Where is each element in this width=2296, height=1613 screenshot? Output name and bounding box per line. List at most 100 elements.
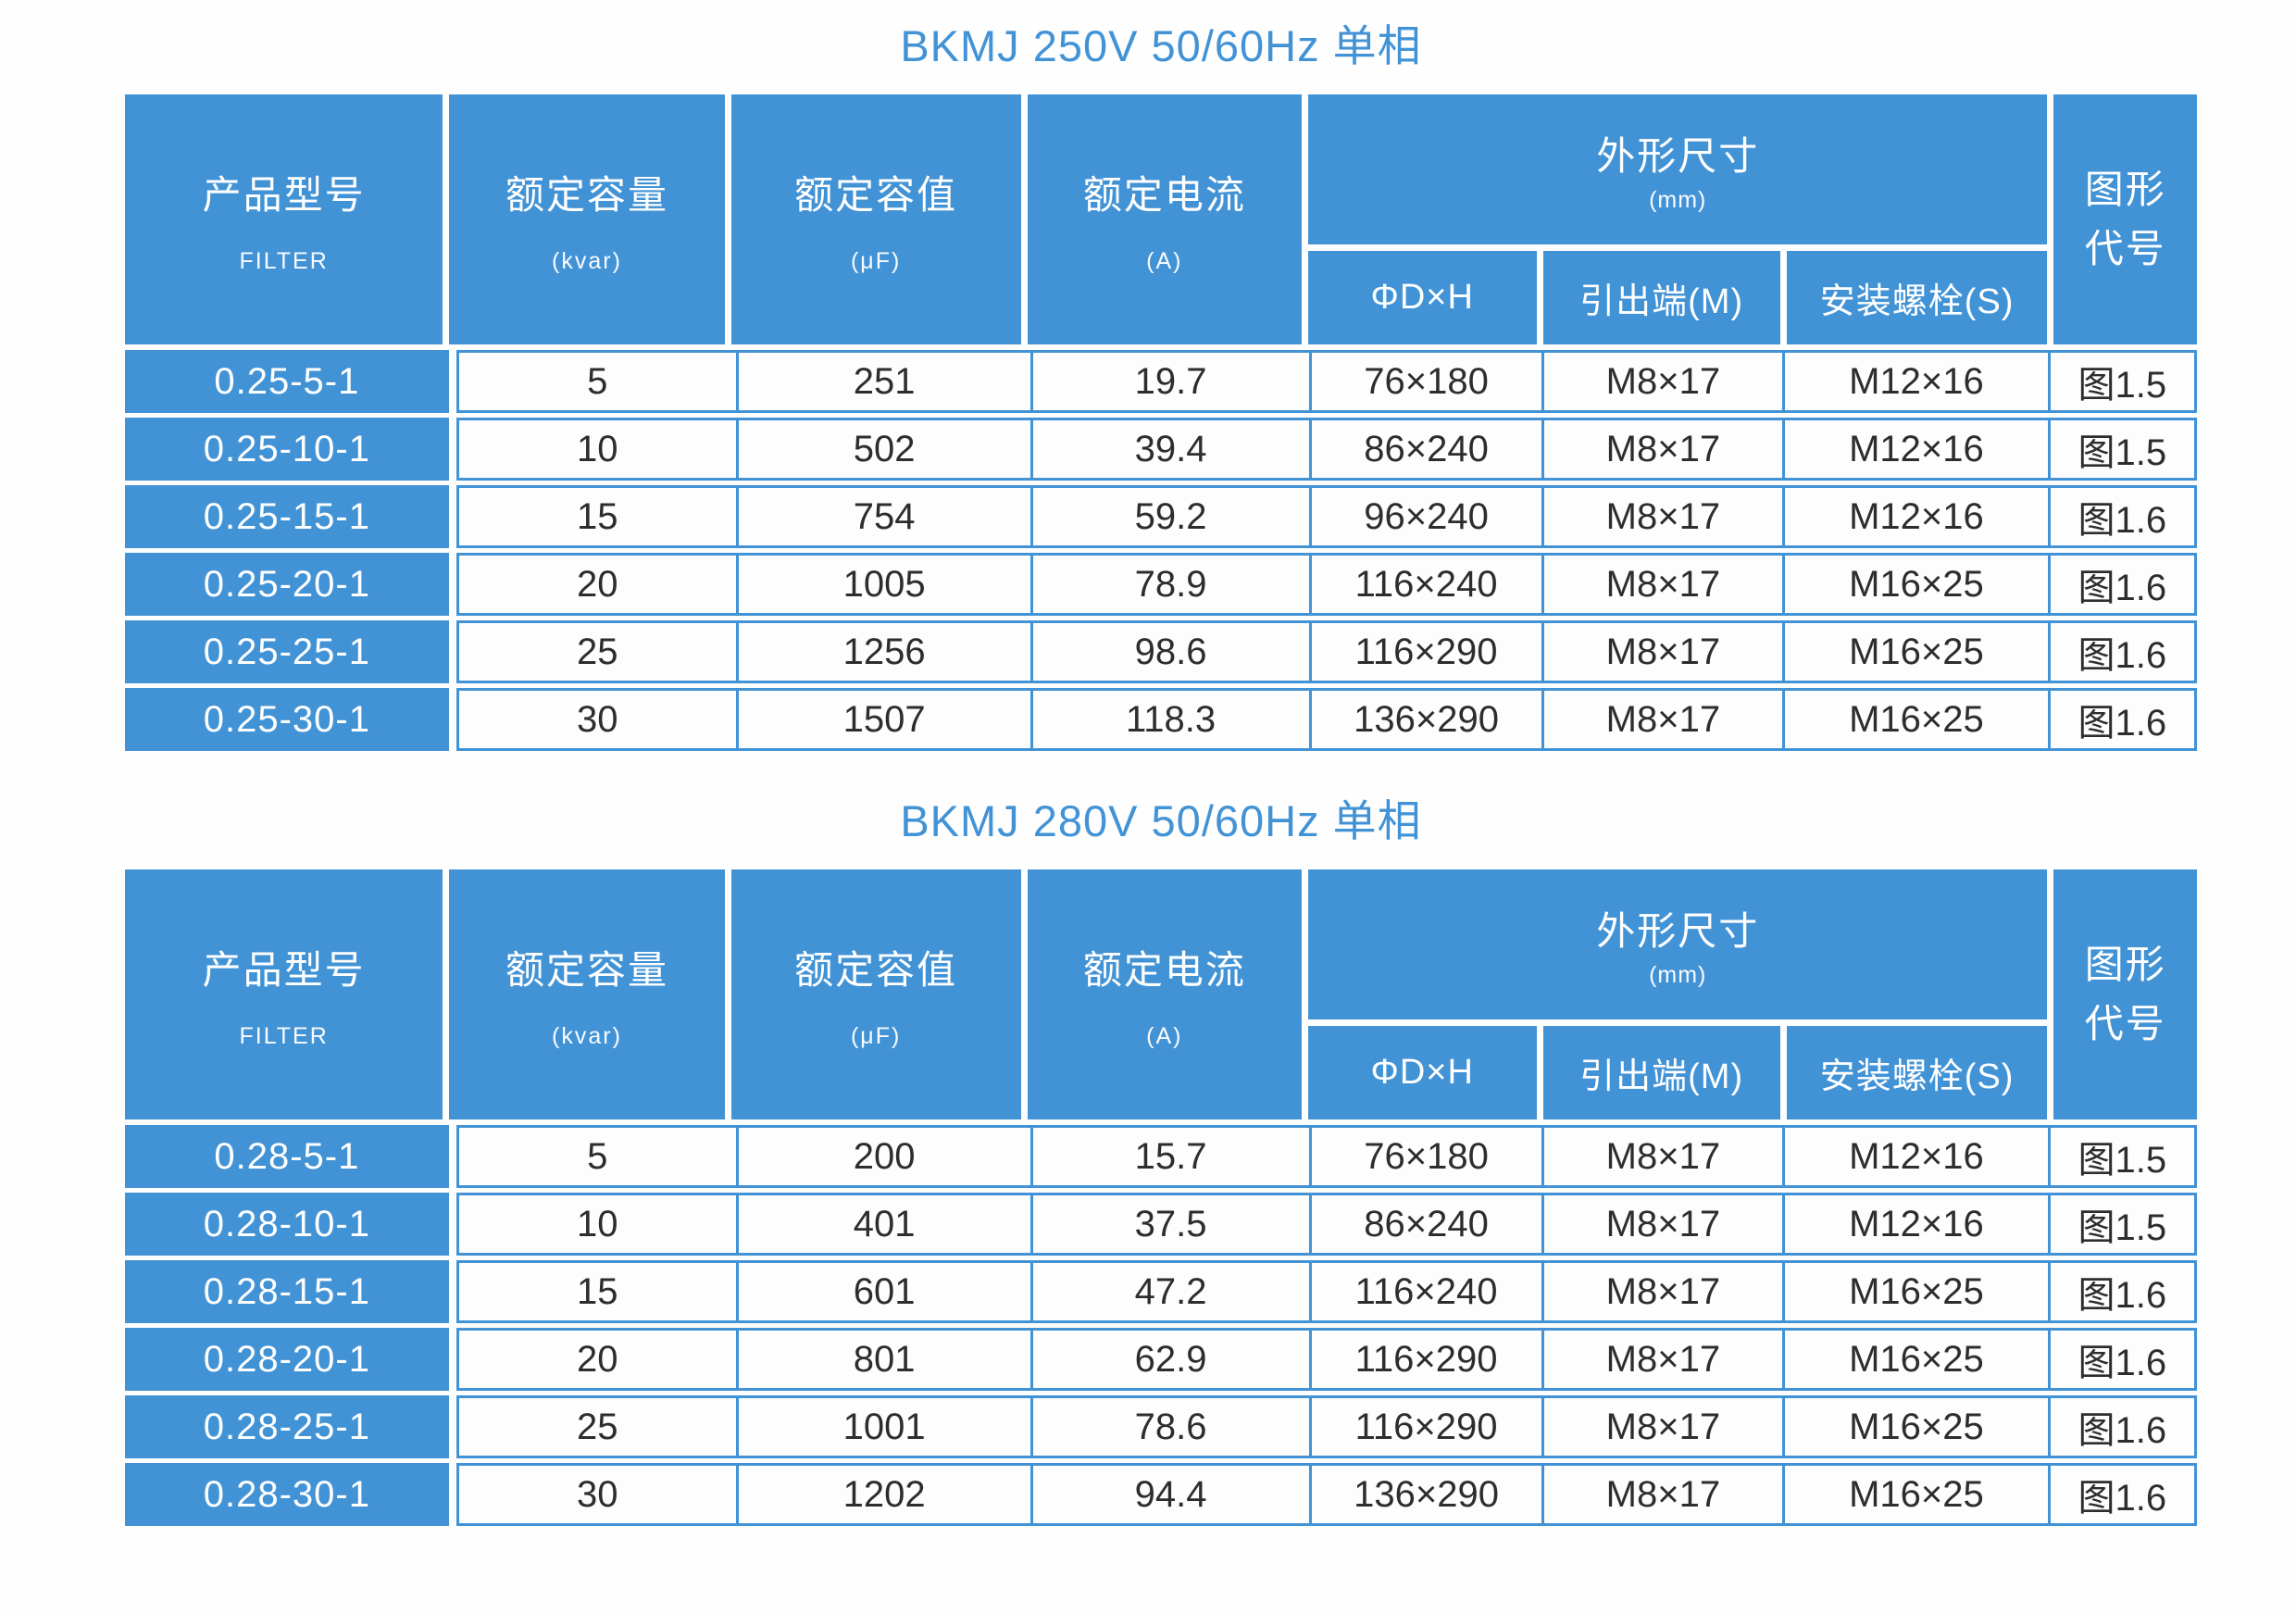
dimensions-cell: 86×240 [1311, 420, 1541, 478]
header-capacitance-label: 额定容值 [794, 173, 958, 217]
capacity-cell: 15 [458, 488, 736, 545]
header-model-sublabel: FILTER [239, 1023, 329, 1049]
current-cell: 37.5 [1032, 1195, 1309, 1253]
model-cell: 0.25-15-1 [125, 485, 449, 548]
bolt-cell: M16×25 [1785, 623, 2048, 681]
header-bolt-label: 安装螺栓(S) [1819, 282, 2015, 321]
header-capacitance-unit: (μF) [850, 248, 902, 274]
current-cell: 98.6 [1032, 623, 1309, 681]
terminal-cell: M8×17 [1543, 1195, 1783, 1253]
bolt-cell: M12×16 [1785, 420, 2048, 478]
capacitance-cell: 401 [738, 1195, 1030, 1253]
row-values: 30 1202 94.4 136×290 M8×17 M16×25 图1.6 [455, 1463, 2197, 1526]
figure-cell: 图1.5 [2050, 1195, 2194, 1253]
capacitance-cell: 1001 [738, 1398, 1030, 1456]
figure-cell: 图1.6 [2050, 1331, 2194, 1388]
table-header-250v: 产品型号 FILTER 额定容量 (kvar) 额定容值 (μF) 额定电流 (… [125, 94, 2197, 344]
figure-cell: 图1.6 [2050, 1398, 2194, 1456]
header-cell-figure: 图形 代号 [2053, 869, 2197, 1119]
dimensions-cell: 76×180 [1311, 353, 1541, 410]
capacity-cell: 20 [458, 1331, 736, 1388]
header-cell-model: 产品型号 FILTER [125, 94, 443, 344]
model-cell: 0.28-5-1 [125, 1125, 449, 1188]
capacitance-cell: 1202 [738, 1466, 1030, 1523]
capacitance-cell: 502 [738, 420, 1030, 478]
figure-cell: 图1.6 [2050, 1263, 2194, 1320]
capacity-cell: 10 [458, 1195, 736, 1253]
table-bkmj-280v: BKMJ 280V 50/60Hz 单相 产品型号 FILTER 额定容量 (k… [125, 792, 2197, 1526]
bolt-cell: M12×16 [1785, 1195, 2048, 1253]
header-capacity-unit: (kvar) [552, 1023, 622, 1049]
header-dimensions-unit: (mm) [1649, 962, 1707, 988]
row-values: 15 754 59.2 96×240 M8×17 M12×16 图1.6 [455, 485, 2197, 548]
row-values: 15 601 47.2 116×240 M8×17 M16×25 图1.6 [455, 1260, 2197, 1323]
header-cell-dimensions: 外形尺寸 (mm) [1308, 94, 2048, 244]
bolt-cell: M12×16 [1785, 488, 2048, 545]
table-row: 0.25-10-1 10 502 39.4 86×240 M8×17 M12×16 图1.5 [125, 418, 2197, 481]
capacity-cell: 15 [458, 1263, 736, 1320]
header-cell-dxh: ΦD×H [1308, 251, 1537, 344]
table-bkmj-250v: BKMJ 250V 50/60Hz 单相 产品型号 FILTER 额定容量 (k… [125, 17, 2197, 751]
capacity-cell: 5 [458, 1128, 736, 1185]
capacitance-cell: 200 [738, 1128, 1030, 1185]
header-cell-bolt: 安装螺栓(S) [1786, 1026, 2048, 1119]
terminal-cell: M8×17 [1543, 420, 1783, 478]
dimensions-cell: 136×290 [1311, 1466, 1541, 1523]
table-row: 0.25-5-1 5 251 19.7 76×180 M8×17 M12×16 图1.5 [125, 350, 2197, 413]
row-values: 5 200 15.7 76×180 M8×17 M12×16 图1.5 [455, 1125, 2197, 1188]
header-capacitance-unit: (μF) [850, 1023, 902, 1049]
current-cell: 94.4 [1032, 1466, 1309, 1523]
header-figure-line2: 代号 [2084, 1002, 2166, 1045]
bolt-cell: M16×25 [1785, 1466, 2048, 1523]
model-cell: 0.25-20-1 [125, 553, 449, 616]
capacitance-cell: 801 [738, 1331, 1030, 1388]
header-figure-line2: 代号 [2084, 227, 2166, 270]
row-values: 5 251 19.7 76×180 M8×17 M12×16 图1.5 [455, 350, 2197, 413]
header-cell-dimensions: 外形尺寸 (mm) [1308, 869, 2048, 1019]
dimensions-cell: 86×240 [1311, 1195, 1541, 1253]
dimensions-cell: 136×290 [1311, 691, 1541, 748]
model-cell: 0.25-25-1 [125, 620, 449, 683]
model-cell: 0.25-5-1 [125, 350, 449, 413]
current-cell: 39.4 [1032, 420, 1309, 478]
terminal-cell: M8×17 [1543, 1128, 1783, 1185]
table-rows-280v: 0.28-5-1 5 200 15.7 76×180 M8×17 M12×16 图1.5 0.2… [125, 1125, 2197, 1526]
model-cell: 0.25-30-1 [125, 688, 449, 751]
model-cell: 0.28-20-1 [125, 1328, 449, 1391]
header-cell-dxh: ΦD×H [1308, 1026, 1537, 1119]
table-row: 0.25-15-1 15 754 59.2 96×240 M8×17 M12×16 图1.6 [125, 485, 2197, 548]
header-dimensions-unit: (mm) [1649, 187, 1707, 213]
figure-cell: 图1.5 [2050, 1128, 2194, 1185]
figure-cell: 图1.6 [2050, 691, 2194, 748]
row-values: 25 1256 98.6 116×290 M8×17 M16×25 图1.6 [455, 620, 2197, 683]
terminal-cell: M8×17 [1543, 353, 1783, 410]
terminal-cell: M8×17 [1543, 1331, 1783, 1388]
capacitance-cell: 1256 [738, 623, 1030, 681]
table-row: 0.28-10-1 10 401 37.5 86×240 M8×17 M12×16 图1.5 [125, 1193, 2197, 1256]
dimensions-cell: 116×290 [1311, 1398, 1541, 1456]
capacitance-cell: 754 [738, 488, 1030, 545]
table-row: 0.28-30-1 30 1202 94.4 136×290 M8×17 M16×25 图1.… [125, 1463, 2197, 1526]
row-values: 20 1005 78.9 116×240 M8×17 M16×25 图1.6 [455, 553, 2197, 616]
dimensions-cell: 76×180 [1311, 1128, 1541, 1185]
capacitance-cell: 601 [738, 1263, 1030, 1320]
table-title-250v: BKMJ 250V 50/60Hz 单相 [900, 21, 1422, 70]
terminal-cell: M8×17 [1543, 1263, 1783, 1320]
header-model-label: 产品型号 [202, 173, 366, 217]
capacity-cell: 25 [458, 623, 736, 681]
row-values: 30 1507 118.3 136×290 M8×17 M16×25 图1.6 [455, 688, 2197, 751]
capacitance-cell: 1507 [738, 691, 1030, 748]
row-values: 20 801 62.9 116×290 M8×17 M16×25 图1.6 [455, 1328, 2197, 1391]
header-model-sublabel: FILTER [239, 248, 329, 274]
header-capacity-label: 额定容量 [505, 948, 668, 992]
terminal-cell: M8×17 [1543, 488, 1783, 545]
terminal-cell: M8×17 [1543, 691, 1783, 748]
capacity-cell: 5 [458, 353, 736, 410]
figure-cell: 图1.6 [2050, 488, 2194, 545]
header-terminal-label: 引出端(M) [1579, 282, 1744, 321]
table-row: 0.28-20-1 20 801 62.9 116×290 M8×17 M16×25 图1.6 [125, 1328, 2197, 1391]
table-row: 0.25-25-1 25 1256 98.6 116×290 M8×17 M16×25 图1.… [125, 620, 2197, 683]
current-cell: 47.2 [1032, 1263, 1309, 1320]
capacity-cell: 10 [458, 420, 736, 478]
model-cell: 0.28-10-1 [125, 1193, 449, 1256]
